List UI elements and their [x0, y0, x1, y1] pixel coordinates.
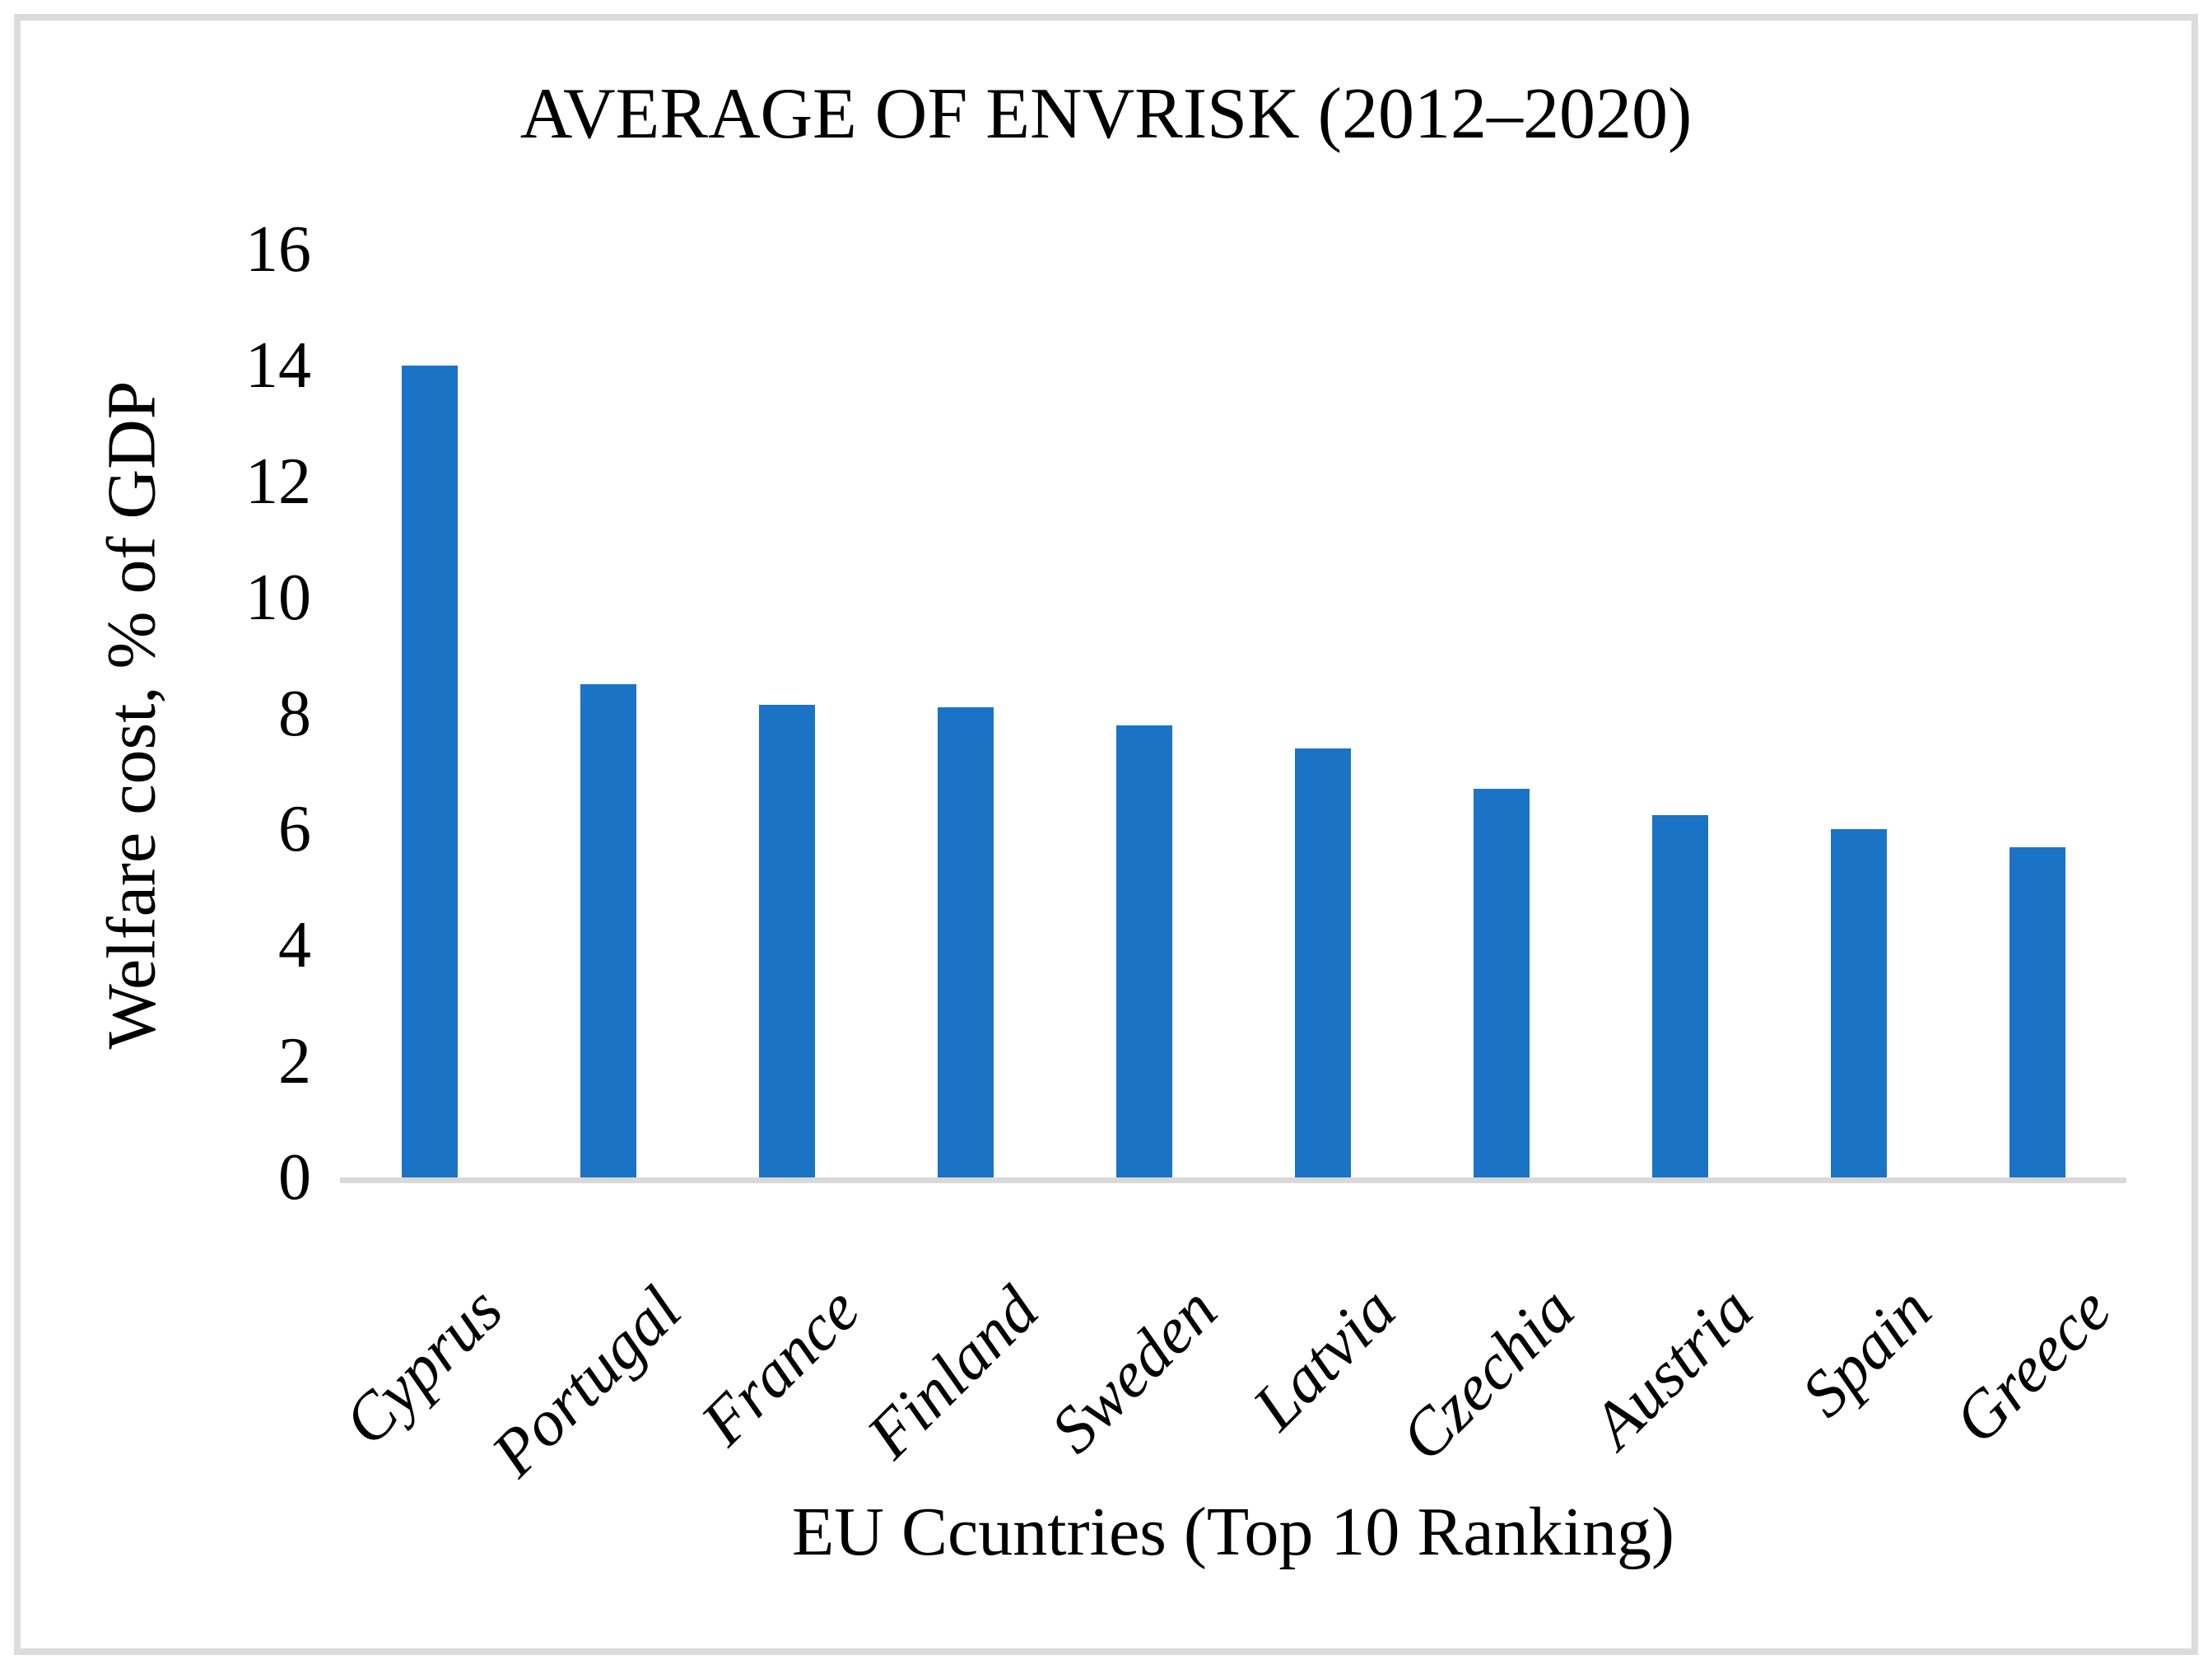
bar-spain [1830, 829, 1887, 1177]
chart-title: AVERAGE OF ENVRISK (2012–2020) [519, 74, 1693, 154]
y-tick-label: 2 [278, 1025, 311, 1098]
bar-france [758, 704, 815, 1177]
bar-portugal [580, 684, 636, 1177]
y-tick-label: 10 [245, 561, 311, 634]
y-tick-label: 16 [245, 213, 311, 286]
bar-latvia [1294, 748, 1351, 1177]
bar-czechia [1473, 789, 1530, 1177]
bar-cyprus [401, 365, 458, 1177]
figure-border [14, 14, 2198, 1655]
y-tick-label: 6 [278, 793, 311, 866]
bar-greece [2009, 846, 2065, 1177]
bar-austria [1651, 814, 1708, 1177]
plot-area [340, 249, 2126, 1177]
x-axis-title: EU Ccuntries (Top 10 Ranking) [792, 1494, 1674, 1570]
y-tick-label: 12 [245, 445, 311, 518]
bar-sweden [1115, 725, 1172, 1177]
y-tick-label: 14 [245, 329, 311, 402]
x-axis-line [340, 1177, 2126, 1183]
bar-finland [937, 707, 994, 1177]
y-tick-label: 0 [278, 1141, 311, 1214]
y-tick-label: 8 [278, 677, 311, 750]
y-tick-label: 4 [278, 909, 311, 982]
